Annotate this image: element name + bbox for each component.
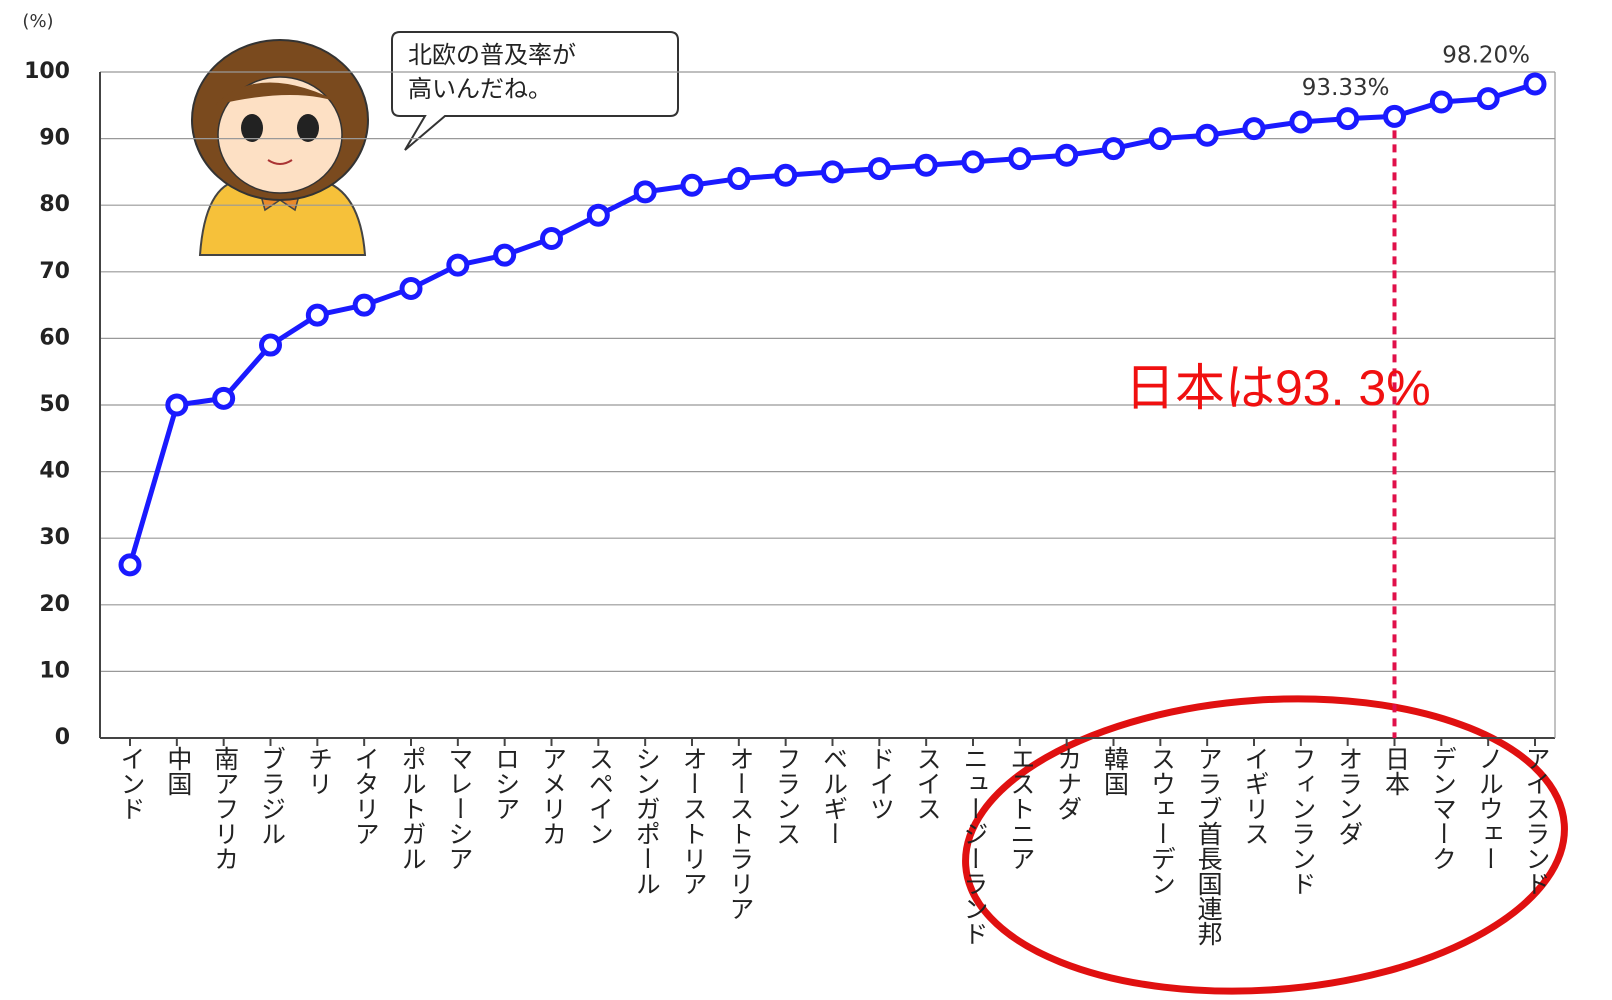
point [633, 180, 657, 204]
y-tick-label: 90 [39, 126, 70, 151]
x-tick-label: 韓国 [1101, 746, 1130, 796]
character-illustration [191, 39, 369, 256]
point [1429, 90, 1453, 114]
point [305, 303, 329, 327]
x-tick-label: インド [117, 746, 146, 821]
y-tick-label: 60 [39, 325, 70, 350]
bubble-text: 北欧の普及率が [408, 41, 576, 69]
point [1102, 137, 1125, 161]
x-tick-label: ノルウェー [1475, 746, 1504, 871]
y-tick-label: 80 [39, 192, 70, 217]
highlight-ellipse [962, 695, 1568, 995]
y-tick-label: 20 [39, 592, 70, 617]
y-tick-label: 50 [39, 392, 70, 417]
annotation: 日本は93. 3% [1125, 360, 1431, 416]
point [586, 203, 610, 227]
x-tick-label: ポルトガル [398, 746, 427, 871]
point [540, 227, 563, 250]
y-tick-label: 0 [55, 725, 70, 750]
x-tick-label: イタリア [351, 746, 380, 846]
point [212, 386, 236, 410]
x-tick-label: ロシア [492, 746, 521, 821]
x-tick-label: チリ [304, 746, 333, 796]
point [1242, 117, 1266, 141]
point [399, 276, 423, 300]
x-tick-label: ニュージーランド [960, 746, 989, 946]
point [1336, 107, 1360, 131]
point [1476, 87, 1500, 111]
x-tick-label: フィンランド [1288, 746, 1317, 896]
point [446, 253, 470, 277]
x-tick-label: 南アフリカ [211, 746, 240, 871]
point [774, 163, 798, 187]
point [165, 393, 189, 417]
x-tick-label: オランダ [1335, 746, 1364, 846]
y-unit: (%) [22, 11, 53, 32]
point [727, 167, 751, 191]
point [1383, 104, 1406, 128]
y-tick-label: 100 [24, 59, 70, 84]
x-tick-label: オーストラリア [726, 746, 755, 921]
value-label: 93.33% [1302, 75, 1390, 101]
x-tick-label: アメリカ [539, 746, 568, 846]
y-tick-label: 30 [39, 525, 70, 550]
point [1289, 110, 1313, 134]
point [961, 150, 985, 174]
x-tick-label: シンガポール [632, 746, 661, 896]
point [1148, 127, 1172, 151]
point [1195, 123, 1219, 147]
point [1055, 143, 1079, 167]
speech-bubble: 北欧の普及率が 高いんだね。 [391, 31, 679, 151]
y-tick-label: 10 [39, 658, 70, 683]
point [867, 157, 891, 181]
point [1008, 147, 1032, 171]
x-tick-label: ドイツ [866, 746, 895, 821]
y-tick-label: 70 [39, 259, 70, 284]
x-tick-label: スイス [913, 746, 942, 821]
point [493, 243, 517, 267]
point [680, 173, 704, 197]
point [118, 553, 142, 577]
point [352, 293, 376, 317]
x-tick-label: オーストリア [679, 746, 708, 896]
point [821, 160, 844, 184]
point [1523, 72, 1547, 96]
x-tick-label: アイスランド [1522, 746, 1551, 896]
x-tick-label: 日本 [1382, 746, 1411, 796]
y-tick-label: 40 [39, 459, 70, 484]
x-tick-label: マレーシア [445, 746, 474, 871]
x-tick-label: エストニア [1007, 746, 1036, 871]
point [914, 153, 938, 177]
x-tick-label: 中国 [164, 746, 193, 796]
x-tick-label: ベルギー [820, 746, 849, 846]
x-tick-label: スペイン [585, 746, 614, 846]
bubble-text: 高いんだね。 [408, 75, 552, 103]
x-tick-label: イギリス [1241, 746, 1270, 846]
x-tick-label: アラブ首長国連邦 [1194, 746, 1223, 946]
value-label: 98.20% [1442, 42, 1530, 68]
x-tick-label: デンマーク [1428, 746, 1457, 871]
x-tick-label: フランス [773, 746, 802, 846]
point [259, 333, 282, 357]
x-tick-label: スウェーデン [1147, 746, 1176, 896]
x-tick-label: ブラジル [258, 746, 287, 846]
x-tick-label: カナダ [1054, 746, 1083, 821]
